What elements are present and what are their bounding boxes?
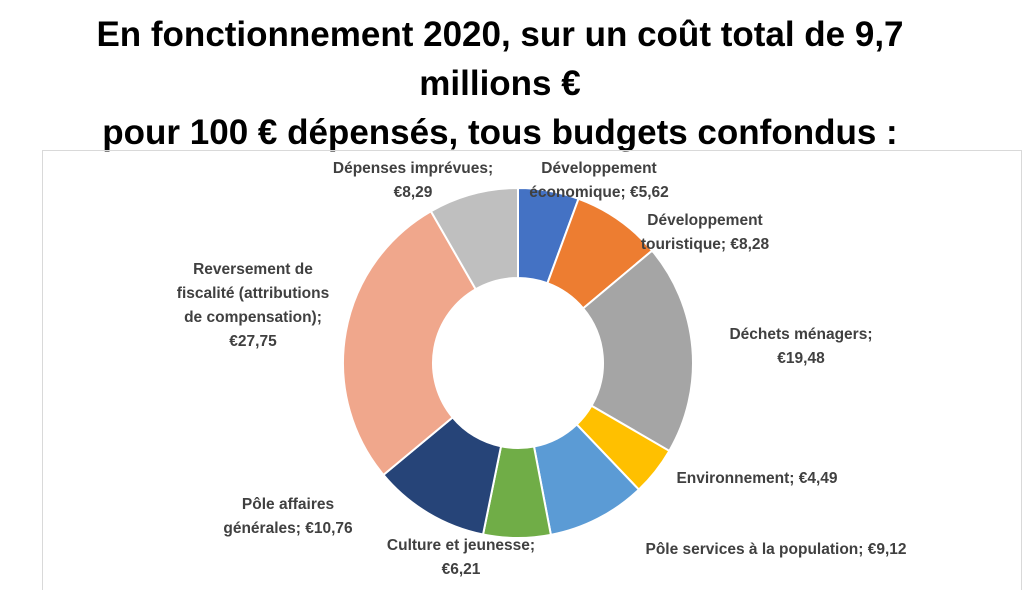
page-title: En fonctionnement 2020, sur un coût tota… [0, 10, 1000, 157]
slice-data-label: Déchets ménagers; €19,48 [729, 326, 872, 367]
donut-slice [342, 209, 478, 477]
slice-data-label: Reversement de fiscalité (attributions de … [177, 261, 329, 350]
slice-data-label: Développement touristique; €8,28 [641, 212, 770, 253]
donut-chart: Développement économique; €5,62Développem… [177, 160, 907, 578]
slice-label-line: Pôle services à la population; €9,12 [645, 541, 906, 558]
slice-label-line: Reversement de [193, 261, 313, 278]
slice-label-line: Environnement; €4,49 [676, 470, 837, 487]
chart-area: Développement économique; €5,62 Développem… [42, 150, 1022, 590]
title-line-3: pour 100 € dépensés, tous budgets confon… [102, 113, 898, 152]
slice-data-label: Pôle services à la population; €9,12 [645, 541, 906, 558]
slice-label-line: Culture et jeunesse; [387, 537, 535, 554]
slice-label-line: de compensation); [184, 309, 322, 326]
slice-label-line: Dépenses imprévues; [333, 160, 493, 177]
slice-label-line: Développement [541, 160, 656, 177]
slice-label-line: fiscalité (attributions [177, 285, 329, 302]
slice-label-line: Déchets ménagers; [729, 326, 872, 343]
slice-label-line: touristique; €8,28 [641, 236, 770, 253]
slice-label-line: Pôle affaires [242, 496, 334, 513]
donut-slice [581, 249, 694, 453]
donut-slice [429, 186, 519, 291]
slice-label-line: Développement [647, 212, 762, 229]
slice-label-line: générales; €10,76 [223, 520, 353, 537]
slice-data-label: Pôle affaires générales; €10,76 [223, 496, 353, 537]
slice-label-line: €27,75 [229, 333, 277, 350]
slice-data-label: Développement économique; €5,62 [529, 160, 669, 201]
slice-label-line: €19,48 [777, 350, 825, 367]
slice-data-label: Dépenses imprévues; €8,29 [333, 160, 493, 201]
slice-label-line: €8,29 [394, 184, 433, 201]
slice-label-line: économique; €5,62 [529, 184, 669, 201]
slice-data-label: Environnement; €4,49 [676, 470, 837, 487]
title-line-1: En fonctionnement 2020, sur un coût tota… [96, 15, 904, 54]
title-line-2: millions € [419, 64, 581, 103]
slice-data-label: Culture et jeunesse; €6,21 [387, 537, 535, 578]
slice-label-line: €6,21 [442, 561, 481, 578]
